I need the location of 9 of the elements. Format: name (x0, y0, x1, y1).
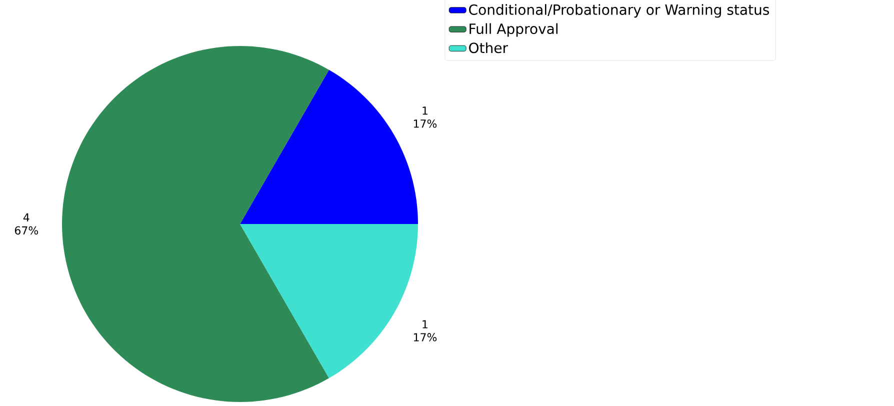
data-label: 1 (422, 320, 428, 328)
legend-label: Other (469, 42, 508, 54)
text: 17% (414, 119, 437, 128)
legend-label: Full Approval (470, 23, 558, 37)
text: 17% (414, 333, 437, 342)
legend-label: Conditional/Probationary or Warning status (469, 4, 770, 18)
data-label: 4 (23, 213, 30, 222)
data-label: 1 (422, 106, 428, 115)
text: 67% (14, 226, 38, 235)
